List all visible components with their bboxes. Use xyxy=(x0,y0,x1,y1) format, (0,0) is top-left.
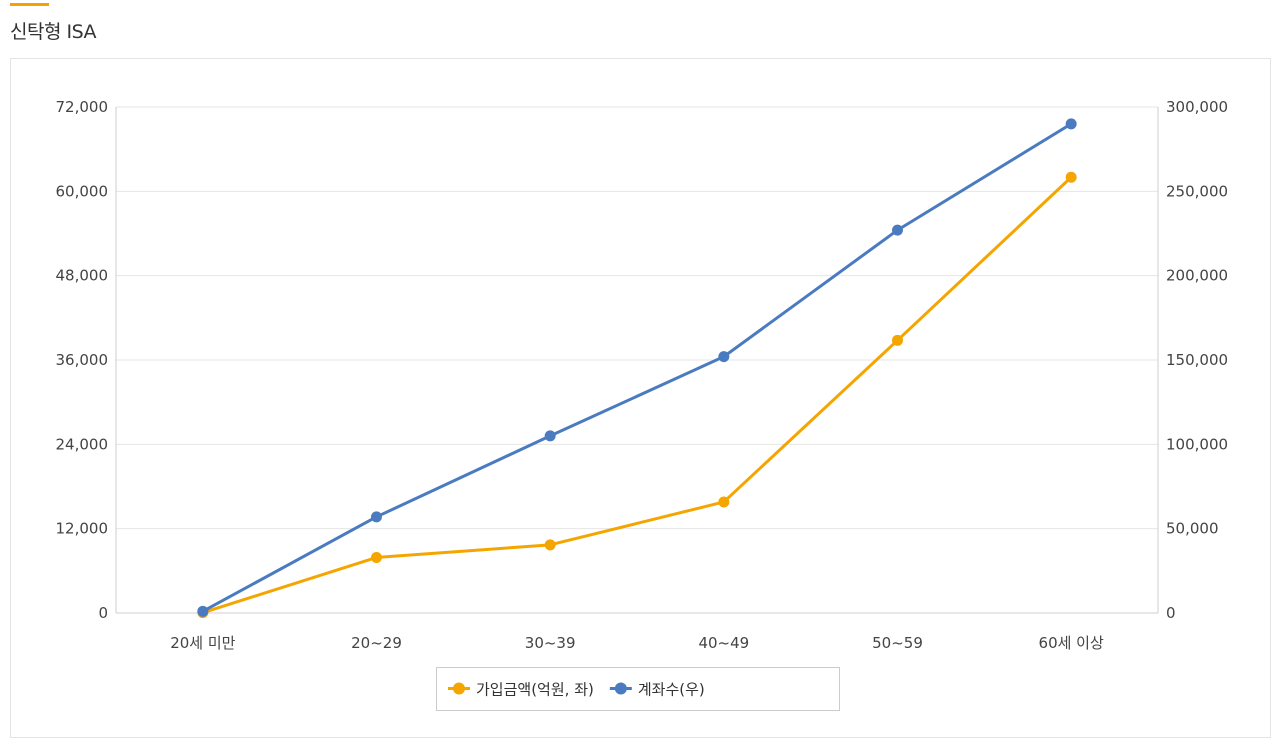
y-left-tick-label: 36,000 xyxy=(56,351,109,369)
series-1-point[interactable] xyxy=(544,539,556,551)
x-tick-label: 30~39 xyxy=(525,634,576,652)
y-right-tick-label: 0 xyxy=(1166,604,1176,622)
y-right-tick-label: 50,000 xyxy=(1166,520,1219,538)
series-1-point[interactable] xyxy=(892,334,903,346)
series-2-point[interactable] xyxy=(544,430,556,442)
series-line-2 xyxy=(202,122,1072,613)
y-left-tick-label: 12,000 xyxy=(56,520,109,538)
series-2-point[interactable] xyxy=(197,605,209,617)
y-left-tick-label: 24,000 xyxy=(56,435,109,453)
x-tick-label: 20~29 xyxy=(351,634,402,652)
x-tick-label: 50~59 xyxy=(872,634,923,652)
series-2-point[interactable] xyxy=(371,511,382,523)
series-2-point[interactable] xyxy=(892,224,903,236)
series-1-point[interactable] xyxy=(718,496,730,508)
legend-label[interactable]: 계좌수(우) xyxy=(638,681,705,699)
y-right-tick-label: 200,000 xyxy=(1166,267,1228,285)
series-2-point[interactable] xyxy=(718,351,730,363)
y-left-tick-label: 48,000 xyxy=(56,267,109,285)
y-left-tick-label: 0 xyxy=(98,604,108,622)
y-right-tick-label: 150,000 xyxy=(1166,351,1228,369)
chart-panel xyxy=(10,58,1271,738)
y-left-tick-label: 60,000 xyxy=(56,182,109,200)
series-2-point[interactable] xyxy=(1065,118,1077,130)
section-title: 신탁형 ISA xyxy=(10,21,97,43)
line-chart: 0 12,000 24,000 36,000 48,000 60,000 72,000 0 50… xyxy=(56,98,1228,711)
series-1-point[interactable] xyxy=(1065,171,1077,183)
legend-label[interactable]: 가입금액(억원, 좌) xyxy=(476,681,594,699)
series-1-point[interactable] xyxy=(371,551,382,563)
legend-marker[interactable] xyxy=(453,682,465,695)
y-left-tick-label: 72,000 xyxy=(56,98,109,116)
x-tick-label: 20세 미만 xyxy=(170,634,235,652)
y-right-tick-label: 300,000 xyxy=(1166,98,1228,116)
series-line-1 xyxy=(202,176,1073,615)
section-accent-bar xyxy=(10,3,49,6)
x-tick-label: 40~49 xyxy=(698,634,749,652)
x-tick-label: 60세 이상 xyxy=(1039,634,1104,652)
y-right-tick-label: 100,000 xyxy=(1166,435,1228,453)
y-right-tick-label: 250,000 xyxy=(1166,182,1228,200)
legend-marker[interactable] xyxy=(614,682,627,695)
legend-box xyxy=(436,667,840,711)
